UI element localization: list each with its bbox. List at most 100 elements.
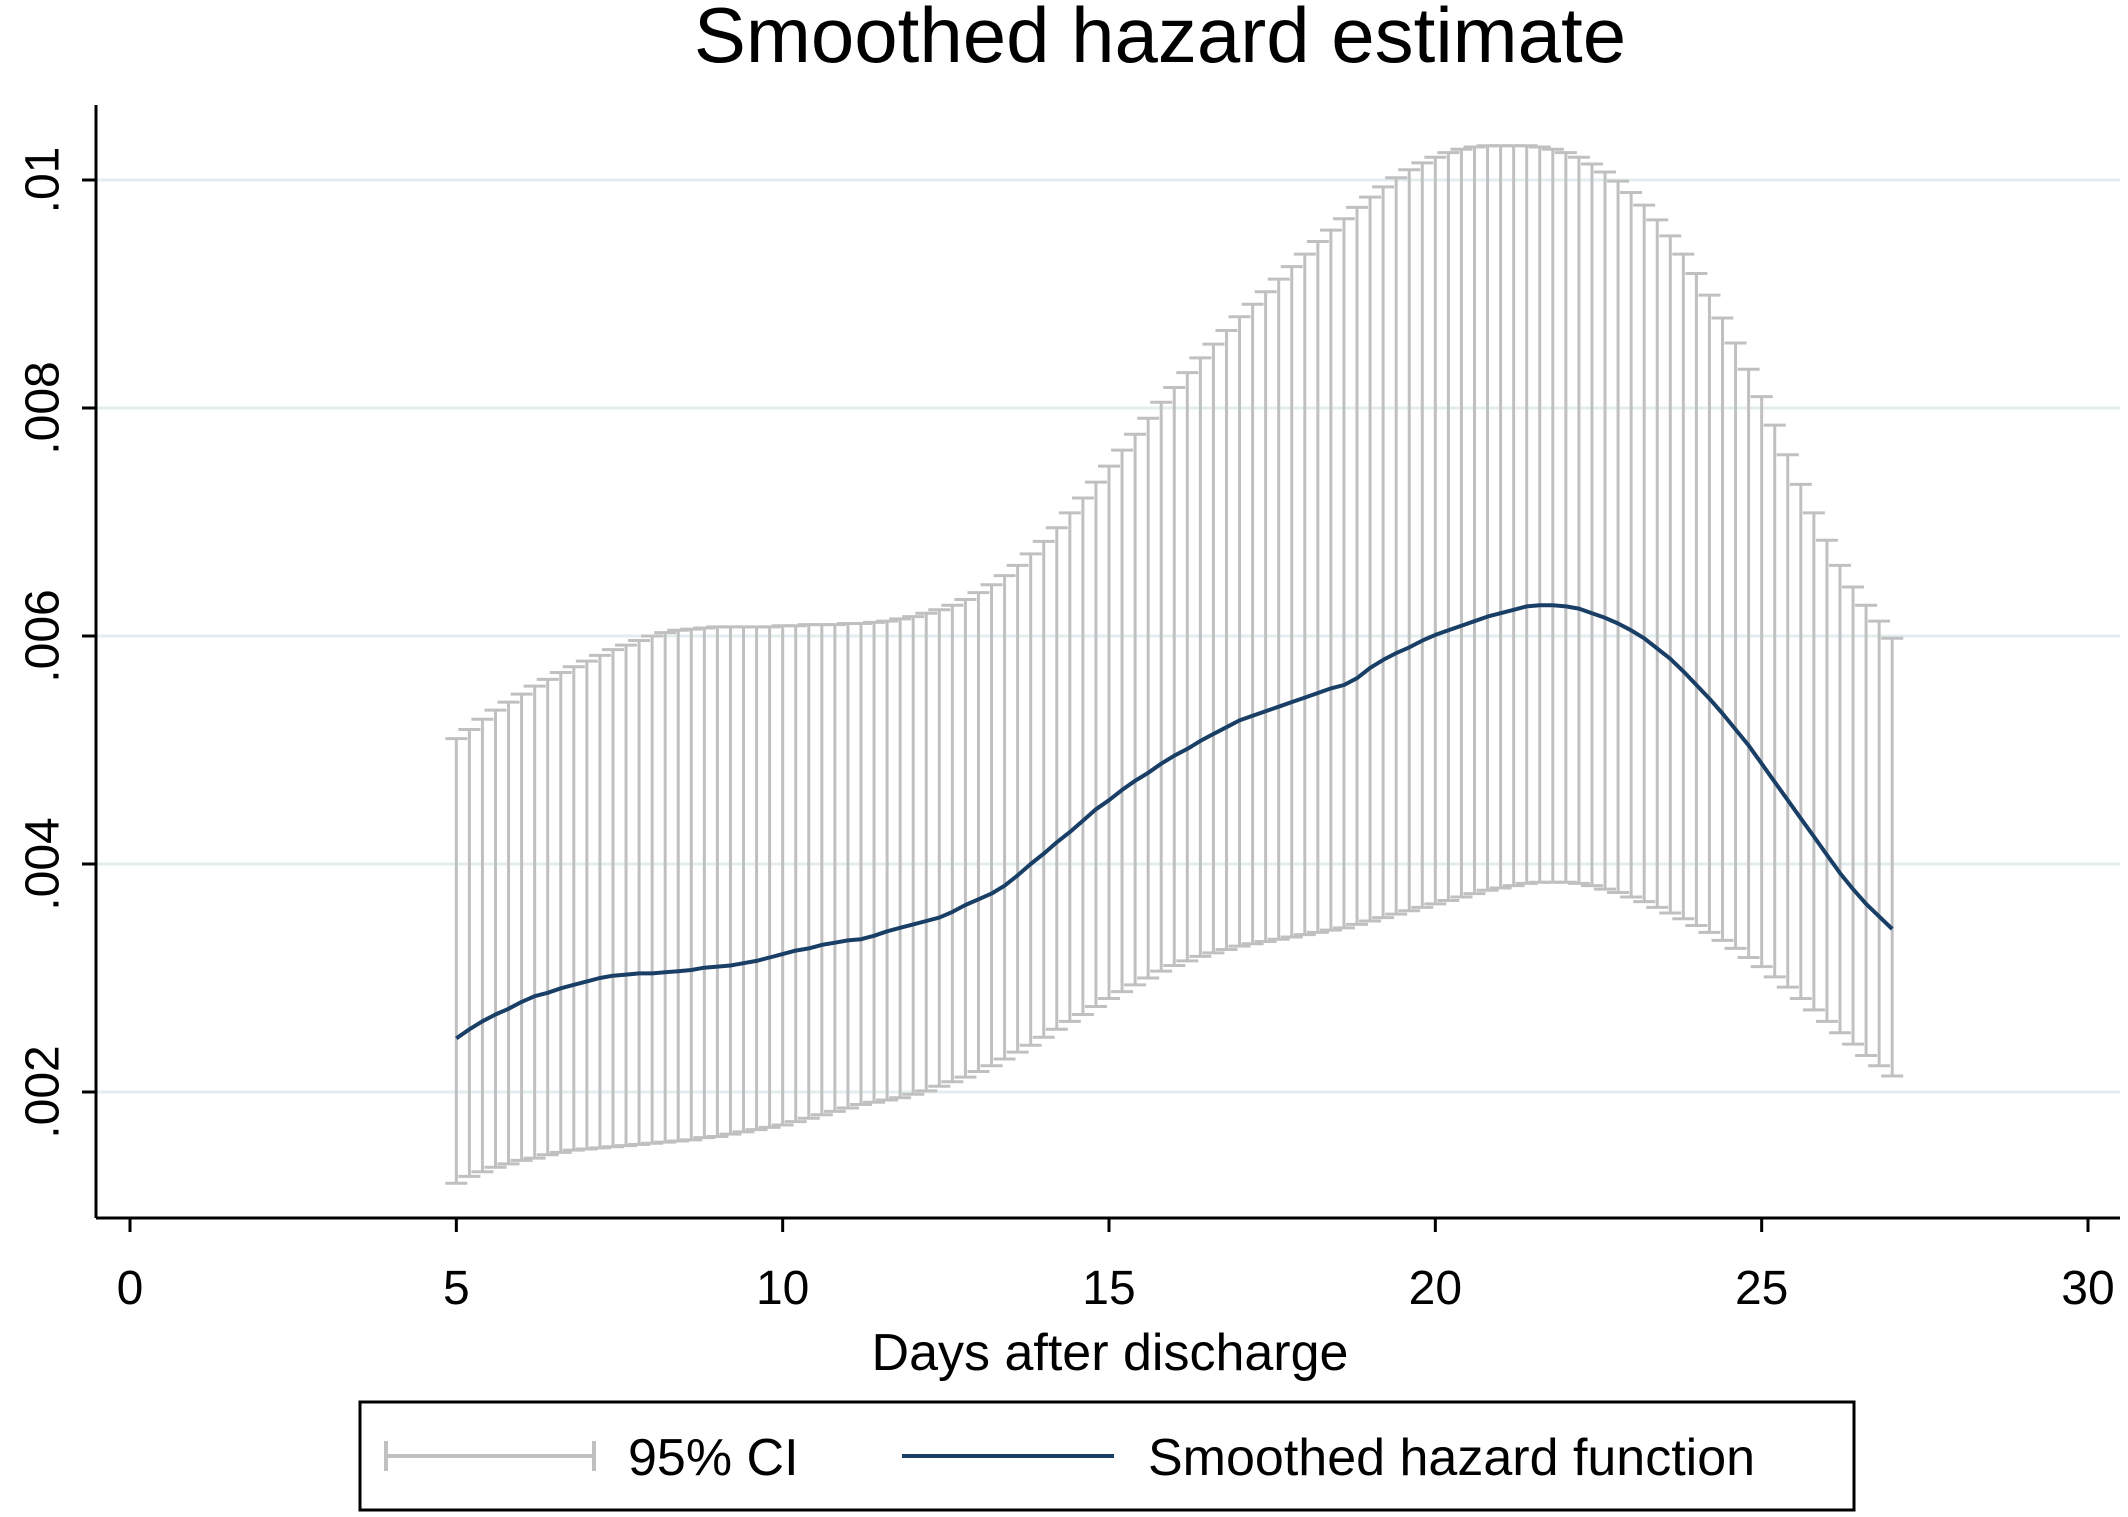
ci-bar-45 xyxy=(1032,539,1055,1039)
ci-bar-77 xyxy=(1450,147,1473,899)
ci-bar-101 xyxy=(1763,423,1786,979)
ci-bar-57 xyxy=(1189,356,1212,958)
chart-title: Smoothed hazard estimate xyxy=(694,0,1626,79)
ci-bar-90 xyxy=(1620,191,1643,899)
ci-bar-64 xyxy=(1280,265,1303,939)
ci-bar-74 xyxy=(1411,161,1434,909)
ci-bar-93 xyxy=(1659,234,1682,915)
ci-bar-104 xyxy=(1802,511,1825,1012)
ci-bar-76 xyxy=(1437,151,1460,902)
ci-bar-110 xyxy=(1881,636,1904,1078)
axes: .002 .004 .006 .008 .01 0 5 10 15 20 25 30 xyxy=(17,105,2120,1315)
x-tick-label-5: 25 xyxy=(1735,1262,1788,1315)
ci-bars xyxy=(445,144,1904,1185)
hazard-line-layer xyxy=(455,603,1894,1041)
ci-bar-33 xyxy=(876,619,899,1102)
ci-bar-106 xyxy=(1828,563,1851,1035)
ci-bar-38 xyxy=(941,603,964,1084)
ci-bar-75 xyxy=(1424,155,1447,906)
ci-bar-53 xyxy=(1137,416,1160,980)
x-tick-label-6: 30 xyxy=(2061,1262,2114,1315)
x-tick-label-4: 20 xyxy=(1409,1262,1462,1315)
ci-bar-39 xyxy=(954,598,977,1079)
y-tick-label-4: .01 xyxy=(17,147,70,214)
ci-bar-58 xyxy=(1202,342,1225,955)
legend-line-label: Smoothed hazard function xyxy=(1148,1429,1755,1487)
ci-bar-66 xyxy=(1306,240,1329,934)
ci-bar-46 xyxy=(1045,526,1068,1031)
x-tick-label-1: 5 xyxy=(443,1262,470,1315)
legend-ci-label: 95% CI xyxy=(628,1429,799,1487)
ci-bar-109 xyxy=(1868,619,1891,1068)
x-tick-label-3: 15 xyxy=(1082,1262,1135,1315)
ci-bar-6 xyxy=(523,684,546,1160)
ci-bar-43 xyxy=(1006,563,1029,1054)
ci-bar-95 xyxy=(1685,271,1708,928)
ci-bar-52 xyxy=(1124,432,1147,987)
y-tick-label-3: .008 xyxy=(17,361,70,454)
ci-bar-1 xyxy=(458,727,481,1178)
ci-bar-50 xyxy=(1098,464,1120,1001)
ci-bar-69 xyxy=(1346,205,1369,926)
ci-bar-107 xyxy=(1842,585,1865,1046)
ci-bar-56 xyxy=(1176,371,1199,963)
ci-bar-92 xyxy=(1646,218,1669,909)
ci-bar-94 xyxy=(1672,252,1695,921)
ci-bar-73 xyxy=(1398,168,1421,913)
ci-bar-60 xyxy=(1228,315,1251,948)
ci-bar-40 xyxy=(967,591,990,1073)
ci-bar-35 xyxy=(902,615,925,1096)
ci-bar-34 xyxy=(889,617,912,1100)
ci-bar-8 xyxy=(549,670,572,1154)
x-axis-label: Days after discharge xyxy=(872,1324,1349,1382)
ci-bar-44 xyxy=(1019,552,1042,1047)
ci-bar-41 xyxy=(980,583,1003,1068)
ci-bar-71 xyxy=(1372,185,1395,920)
ci-bar-98 xyxy=(1724,341,1747,950)
ci-bar-55 xyxy=(1163,385,1186,967)
ci-bar-42 xyxy=(993,574,1016,1061)
ci-bar-54 xyxy=(1150,400,1173,973)
legend: 95% CI Smoothed hazard function xyxy=(358,1400,1856,1512)
ci-bar-102 xyxy=(1776,453,1799,989)
ci-bar-7 xyxy=(536,677,559,1157)
ci-bar-4 xyxy=(497,700,520,1166)
ci-bar-87 xyxy=(1580,162,1603,888)
ci-bar-103 xyxy=(1789,482,1812,1001)
ci-bar-62 xyxy=(1254,290,1277,944)
ci-bar-3 xyxy=(484,708,507,1169)
ci-bar-67 xyxy=(1319,228,1342,932)
ci-bar-108 xyxy=(1855,603,1878,1058)
legend-ci-swatch xyxy=(384,1441,596,1471)
ci-bar-68 xyxy=(1332,217,1355,930)
ci-bar-91 xyxy=(1633,203,1656,904)
ci-bar-49 xyxy=(1084,480,1107,1008)
ci-bar-96 xyxy=(1698,293,1721,934)
x-tick-label-0: 0 xyxy=(117,1262,144,1315)
ci-bar-59 xyxy=(1215,328,1238,951)
ci-bar-63 xyxy=(1267,277,1290,941)
ci-bar-100 xyxy=(1750,395,1773,969)
ci-bar-48 xyxy=(1071,496,1094,1016)
y-tick-label-2: .006 xyxy=(17,589,70,682)
x-tick-label-2: 10 xyxy=(756,1262,809,1315)
ci-bar-99 xyxy=(1737,367,1760,959)
ci-bar-105 xyxy=(1815,538,1838,1023)
ci-bar-61 xyxy=(1241,302,1264,946)
ci-bar-65 xyxy=(1293,252,1316,937)
ci-bar-5 xyxy=(510,692,533,1162)
ci-bar-47 xyxy=(1058,511,1081,1023)
y-tick-label-0: .002 xyxy=(17,1045,70,1138)
ci-bar-51 xyxy=(1111,448,1134,994)
ci-bar-70 xyxy=(1359,195,1382,923)
smoothed-hazard-line xyxy=(455,603,1894,1041)
ci-bar-2 xyxy=(471,717,494,1174)
ci-bar-36 xyxy=(915,611,938,1093)
ci-bar-72 xyxy=(1385,176,1408,916)
ci-bar-97 xyxy=(1711,316,1734,942)
ci-bar-0 xyxy=(445,737,468,1185)
y-tick-label-1: .004 xyxy=(17,817,70,910)
ci-bar-88 xyxy=(1594,170,1617,891)
